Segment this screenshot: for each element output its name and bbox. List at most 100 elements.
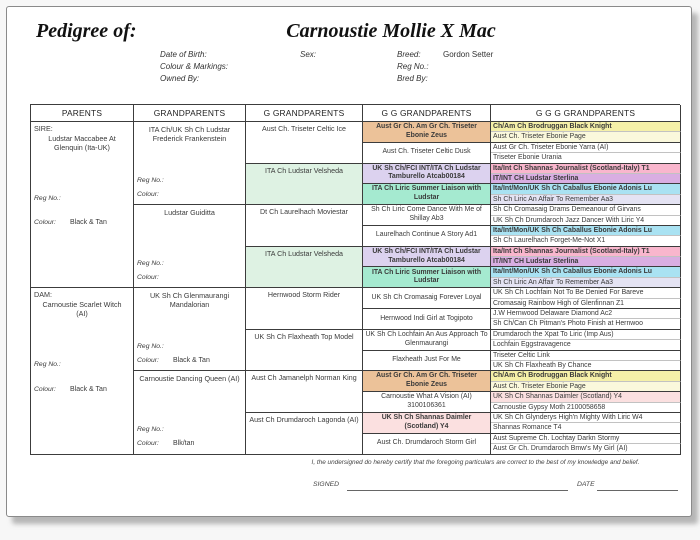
column-header: G GRANDPARENTS	[246, 105, 363, 122]
colour-row: Colour: Black & Tan	[137, 357, 210, 364]
ggg-grandparent-cell: Lochfain Eggstravagence	[491, 340, 681, 351]
page-title: Carnoustie Mollie X Mac	[286, 20, 496, 42]
column-header: PARENTS	[31, 105, 134, 122]
gg-grandparent-cell: Aust Gr Ch. Am Gr Ch. Triseter Ebonie Ze…	[363, 122, 491, 143]
ggg-grandparent-cell: IT/INT CH Ludstar Sterlina	[491, 257, 681, 268]
colour-row: Colour:	[137, 191, 173, 198]
gg-grandparent-cell: Aust Gr Ch. Am Gr Ch. Triseter Ebonie Ze…	[363, 371, 491, 393]
colour-value: Black & Tan	[70, 219, 107, 227]
colour-value: Black & Tan	[173, 357, 210, 365]
ggg-grandparent-cell: Sh Ch Liric An Affair To Remember Aa3	[491, 194, 681, 206]
g-grandparent-cell: ITA Ch Ludstar Velsheda	[246, 163, 363, 206]
breed-label: Breed:	[397, 50, 421, 59]
colour-label: Colour:	[34, 385, 56, 393]
reg-no-label: Reg No.:	[397, 62, 429, 71]
ggg-grandparent-cell: Aust Gr Ch. Triseter Ebonie Yarra (AI)	[491, 142, 681, 154]
reg-no-label: Reg No.:	[34, 360, 61, 368]
gg-grandparent-cell: Carnoustie What A Vision (AI) 3100106361	[363, 392, 491, 413]
ggg-grandparent-cell: UK Sh Ch Flaxheath By Chance	[491, 360, 681, 372]
colour-row: Colour:	[137, 274, 173, 281]
bred-by-label: Bred By:	[397, 74, 428, 83]
dam-cell: DAM: Carnoustie Scarlet Witch (AI) Reg No.…	[31, 288, 134, 455]
ggg-grandparent-cell: Ch/Am Ch Brodruggan Black Knight	[491, 122, 681, 133]
gg-grandparent-cell: Laurelhach Continue A Story Ad1	[363, 225, 491, 247]
colour-row: Colour: Blk/tan	[137, 440, 194, 447]
grandparent-name: UK Sh Ch Glenmaurangi Mandalorian	[149, 291, 230, 310]
gg-grandparent-cell: Sh Ch Liric Come Dance With Me of Shilla…	[363, 205, 491, 226]
pedigree-table: PARENTS GRANDPARENTS G GRANDPARENTS G G GRA…	[30, 104, 681, 455]
ggg-grandparent-cell: Triseter Ebonie Urania	[491, 153, 681, 164]
grandparent-name: ITA Ch/UK Sh Ch Ludstar Frederick Franke…	[148, 125, 231, 143]
colour-markings-label: Colour & Markings:	[160, 62, 229, 71]
colour-label: Colour:	[137, 274, 159, 282]
ggg-grandparent-cell: Ita/Int Ch Shannas Journalist (Scotland-…	[491, 246, 681, 258]
ggg-grandparent-cell: J.W Hernwood Delaware Diamond Ac2	[491, 309, 681, 320]
ggg-grandparent-cell: Aust Ch. Triseter Ebonie Page	[491, 381, 681, 393]
colour-label: Colour:	[137, 357, 159, 365]
pedigree-of-label: Pedigree of:	[36, 20, 137, 42]
ggg-grandparent-cell: Aust Supreme Ch. Lochtay Darkn Stormy	[491, 433, 681, 445]
column-header: GRANDPARENTS	[134, 105, 246, 122]
grandparent-cell: Ludstar Guiditta Reg No.: Colour:	[134, 205, 246, 289]
ggg-grandparent-cell: Sh Ch Cromasaig Drams Demeanour of Girva…	[491, 205, 681, 216]
ggg-grandparent-cell: Shannas Romance T4	[491, 423, 681, 434]
gg-grandparent-cell: ITA Ch Liric Summer Liaison with Ludstar	[363, 184, 491, 206]
colour-value: Blk/tan	[173, 440, 195, 448]
column-header: G G G GRANDPARENTS	[491, 105, 681, 122]
ggg-grandparent-cell: Sh Ch/Can Ch Pitman's Photo Finish at He…	[491, 319, 681, 330]
g-grandparent-cell: Hernwood Storm Rider	[246, 288, 363, 330]
gg-grandparent-cell: UK Sh Ch Cromasaig Forever Loyal	[363, 288, 491, 310]
signed-line	[347, 490, 568, 491]
grandparent-name: Ludstar Guiditta	[164, 208, 215, 218]
gg-grandparent-cell: Hernwood Indi Girl at Togipoto	[363, 309, 491, 330]
gg-grandparent-cell: UK Sh Ch Shannas Daimler (Scotland) Y4	[363, 412, 491, 434]
g-grandparent-cell: UK Sh Ch Flaxheath Top Model	[246, 329, 363, 372]
certification-text: I, the undersigned do hereby certify tha…	[311, 459, 640, 466]
ggg-grandparent-cell: Ita/Int Ch Shannas Journalist (Scotland-…	[491, 163, 681, 174]
g-grandparent-cell: ITA Ch Ludstar Velsheda	[246, 246, 363, 289]
ggg-grandparent-cell: Sh Ch Liric An Affair To Remember Aa3	[491, 277, 681, 289]
parent-prefix: SIRE:	[34, 124, 53, 133]
g-grandparent-cell: Aust Ch Drumdaroch Lagonda (AI)	[246, 412, 363, 455]
ggg-grandparent-cell: Carnoustie Gypsy Moth 2100058658	[491, 402, 681, 413]
ggg-grandparent-cell: Aust Gr Ch. Drumdaroch Bmw's My Girl (AI…	[491, 444, 681, 455]
date-line	[597, 490, 678, 491]
colour-row: Colour: Black & Tan	[34, 219, 107, 226]
ggg-grandparent-cell: Triseter Celtic Link	[491, 350, 681, 361]
gg-grandparent-cell: Aust Ch. Drumdaroch Storm Girl	[363, 433, 491, 455]
ggg-grandparent-cell: Drumdaroch the Xpat To Liric (Imp Aus)	[491, 329, 681, 341]
date-label: DATE	[577, 481, 595, 488]
ggg-grandparent-cell: IT/INT CH Ludstar Sterlina	[491, 173, 681, 185]
ggg-grandparent-cell: UK Sh Ch Shannas Daimler (Scotland) Y4	[491, 392, 681, 403]
owned-by-label: Owned By:	[160, 74, 200, 83]
grandparent-name: Carnoustie Dancing Queen (AI)	[139, 374, 240, 384]
colour-value: Black & Tan	[70, 385, 107, 393]
reg-no-label: Reg No.:	[137, 426, 164, 434]
gg-grandparent-cell: UK Sh Ch/FCI INT/ITA Ch Ludstar Tamburel…	[363, 246, 491, 268]
signed-label: SIGNED	[313, 481, 340, 488]
reg-no-label: Reg No.:	[137, 260, 164, 268]
g-grandparent-cell: Aust Ch. Triseter Celtic Ice	[246, 122, 363, 164]
parent-name: Ludstar Maccabee At Glenquin (Ita-UK)	[48, 134, 116, 152]
gg-grandparent-cell: Aust Ch. Triseter Celtic Dusk	[363, 142, 491, 164]
ggg-grandparent-cell: UK Sh Ch Glynderys High'n Mighty With Li…	[491, 412, 681, 424]
colour-label: Colour:	[34, 219, 56, 227]
parent-name: Carnoustie Scarlet Witch (AI)	[42, 300, 122, 319]
gg-grandparent-cell: ITA Ch Liric Summer Liaison with Ludstar	[363, 267, 491, 289]
ggg-grandparent-cell: Ita/Int/Mon/UK Sh Ch Caballus Ebonie Ado…	[491, 267, 681, 278]
sex-label: Sex:	[300, 50, 317, 59]
reg-no-label: Reg No.:	[137, 177, 164, 185]
ggg-grandparent-cell: Cromasaig Rainbow High of Glenfinnan Z1	[491, 298, 681, 310]
reg-no-label: Reg No.:	[34, 194, 61, 202]
ggg-grandparent-cell: UK Sh Ch Lochfain Not To Be Denied For B…	[491, 288, 681, 299]
date-of-birth-label: Date of Birth:	[160, 50, 207, 59]
column-header: G G GRANDPARENTS	[363, 105, 491, 122]
ggg-grandparent-cell: Aust Ch. Triseter Ebonie Page	[491, 132, 681, 143]
colour-row: Colour: Black & Tan	[34, 386, 107, 393]
breed-value: Gordon Setter	[443, 50, 494, 59]
sire-cell: SIRE: Ludstar Maccabee At Glenquin (Ita-U…	[31, 122, 134, 289]
g-grandparent-cell: Dt Ch Laurelhach Moviestar	[246, 205, 363, 247]
reg-no-label: Reg No.:	[137, 343, 164, 351]
gg-grandparent-cell: UK Sh Ch Lochfain An Aus Approach To Gle…	[363, 329, 491, 351]
ggg-grandparent-cell: Ita/Int/Mon/UK Sh Ch Caballus Ebonie Ado…	[491, 184, 681, 195]
